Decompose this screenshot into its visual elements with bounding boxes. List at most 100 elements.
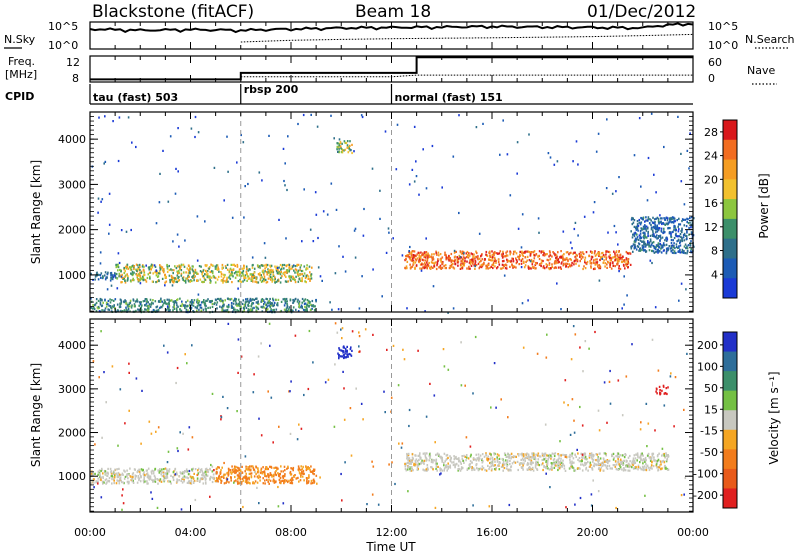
velocity-cell [306,478,308,481]
velocity-cell [530,468,532,472]
power-cell [631,236,634,239]
velocity-cell [166,472,169,475]
velocity-cell [494,464,496,467]
velocity-cell [649,459,652,462]
power-cell [686,220,688,224]
power-cell [104,307,107,310]
power-cell [129,299,132,302]
power-cell [436,253,438,256]
power-cell [125,267,128,270]
power-cell [214,301,216,304]
power-cell [230,263,233,266]
power-cell [668,245,671,248]
power-cell [266,301,269,304]
power-cell [640,236,642,239]
velocity-cell [351,349,353,352]
power-cell [473,264,475,267]
power-cell [683,245,686,248]
velocity-cell [554,462,557,465]
power-cell [440,260,443,263]
power-cell [253,274,256,277]
power-cell [283,274,286,277]
velocity-cell [558,464,560,467]
power-colorbar-swatch [723,179,737,200]
velocity-cell [628,469,631,472]
power-cell [296,300,299,303]
velocity-cell [666,457,669,460]
power-cell [470,252,473,255]
velocity-cell [538,455,541,458]
velocity-cell [233,468,236,471]
power-cell [590,265,592,268]
power-cell [675,229,677,232]
power-cell [558,256,561,259]
velocity-cell [300,472,303,475]
power-cell [538,257,541,261]
power-cell [130,280,132,283]
velocity-cell [617,458,619,461]
velocity-cell [623,467,625,470]
power-cell [634,237,637,240]
power-cell [439,253,442,256]
velocity-cell [156,478,159,481]
velocity-cell [472,392,474,395]
velocity-cell [280,482,282,485]
power-cell [298,302,301,305]
power-cell [269,297,271,301]
power-cell [203,280,205,283]
power-cell [681,220,683,223]
power-cell [661,244,663,248]
power-cell [282,147,285,150]
power-cell [627,252,630,255]
power-cell [270,278,272,281]
velocity-cell [557,458,559,461]
power-cell [675,234,677,237]
velocity-cell [465,436,468,439]
power-cell [231,272,234,275]
power-cell [139,301,141,304]
velocity-cell [250,472,253,475]
power-cell [245,270,248,273]
power-cell [341,151,344,154]
velocity-cell [181,481,184,484]
velocity-cell [408,408,411,412]
power-cell [166,267,169,270]
power-cell [297,280,300,283]
power-cell [653,225,655,228]
power-cell [151,266,154,269]
power-cell [116,277,118,280]
velocity-cell [97,470,100,473]
velocity-cell [244,455,247,458]
velocity-cell [183,480,185,483]
power-cell [143,271,146,274]
velocity-cell [230,479,232,482]
power-cell [424,253,426,257]
velocity-cell [503,466,506,470]
velocity-cell [472,467,475,470]
power-cell [460,256,463,259]
power-cell [349,140,351,143]
power-cell [645,250,648,253]
velocity-cell [632,457,635,460]
power-cell [205,269,207,272]
power-cell [193,273,195,276]
velocity-cell [520,453,522,456]
velocity-cell [590,493,593,496]
velocity-cell [618,463,620,466]
power-cell [123,268,125,271]
velocity-cell [334,363,336,366]
velocity-cell [226,407,229,410]
velocity-cell [307,387,310,391]
power-cell [167,307,170,310]
power-cell [685,235,688,238]
power-cell [447,258,450,261]
power-cell [170,274,173,278]
power-cell [635,239,637,242]
velocity-cell [632,459,635,463]
power-cell [502,119,504,122]
power-cell [609,262,612,265]
power-cell [192,270,194,273]
velocity-cell [541,452,544,455]
power-cell [216,264,219,267]
power-cell [119,305,121,308]
